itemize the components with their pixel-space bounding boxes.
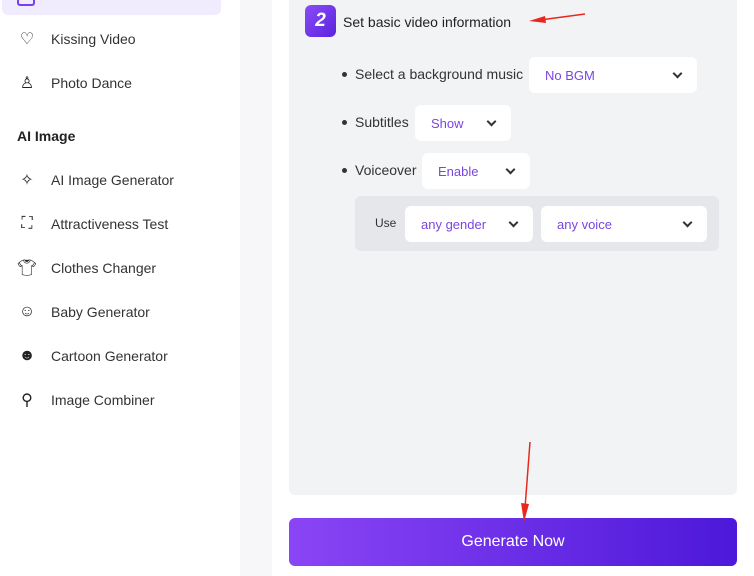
heart-hands-icon: ♡ [19,31,35,48]
sidebar-item-clothes-changer[interactable]: 👕︎ Clothes Changer [17,257,156,279]
voiceover-select[interactable]: Enable [422,153,530,189]
voice-select[interactable]: any voice [541,206,707,242]
baby-icon: ☺ [18,303,36,320]
sidebar-item-label: AI Image Generator [51,172,174,188]
voiceover-row: Voiceover [342,162,416,178]
chevron-down-icon [505,164,516,174]
gender-select[interactable]: any gender [405,206,533,242]
section-title-ai-image: AI Image [17,128,76,144]
sidebar-item-label: Baby Generator [51,304,150,320]
voice-value: any voice [557,216,612,232]
use-label: Use [375,216,397,230]
bullet [342,119,347,125]
bgm-row: Select a background music [342,66,523,82]
chevron-down-icon [672,68,683,78]
sidebar: ♡ Kissing Video ♙ Photo Dance AI Image ✧ AI… [0,0,240,576]
bullet [342,167,347,173]
sidebar-item-label: Cartoon Generator [51,348,168,364]
bgm-label: Select a background music [355,66,524,82]
sidebar-item-baby-generator[interactable]: ☺ Baby Generator [17,301,150,323]
dancer-icon: ♙ [19,75,35,92]
voiceover-label: Voiceover [355,162,417,178]
sparkles-icon: ✧ [20,172,34,189]
subtitles-label: Subtitles [355,114,409,130]
sidebar-item-photo-dance[interactable]: ♙ Photo Dance [17,72,132,94]
chevron-down-icon [508,217,519,227]
chevron-down-icon [682,217,693,227]
face-scan-icon: ⛶ [21,215,33,232]
sidebar-item-label: Photo Dance [51,75,132,91]
subtitles-row: Subtitles [342,114,409,130]
step-number-badge: 2 [305,5,336,37]
sidebar-item-image-combiner[interactable]: ⚲ Image Combiner [17,389,155,411]
bullet [342,71,347,77]
voiceover-value: Enable [438,163,479,179]
stroller-icon: ⚲ [21,392,33,409]
video-edit-icon [17,0,35,6]
generate-now-button[interactable]: Generate Now [289,518,737,566]
subtitles-select[interactable]: Show [415,105,511,141]
bgm-value: No BGM [545,67,595,83]
gender-value: any gender [421,216,487,232]
subtitles-value: Show [431,115,464,131]
shirt-icon: 👕︎ [16,260,38,277]
step-title: Set basic video information [343,14,512,30]
chevron-down-icon [486,116,497,126]
sidebar-item-kissing-video[interactable]: ♡ Kissing Video [17,28,136,50]
sidebar-item-ai-image-generator[interactable]: ✧ AI Image Generator [17,169,174,191]
sidebar-item-label: Attractiveness Test [51,216,169,232]
sidebar-item-active[interactable] [2,0,221,15]
bgm-select[interactable]: No BGM [529,57,697,93]
sidebar-item-cartoon-generator[interactable]: ☻ Cartoon Generator [17,345,168,367]
sidebar-item-attractiveness-test[interactable]: ⛶ Attractiveness Test [17,213,168,235]
bear-face-icon: ☻ [18,347,36,364]
sidebar-item-label: Image Combiner [51,392,155,408]
sidebar-item-label: Clothes Changer [51,260,157,276]
divider [240,0,272,576]
sidebar-item-label: Kissing Video [51,31,136,47]
